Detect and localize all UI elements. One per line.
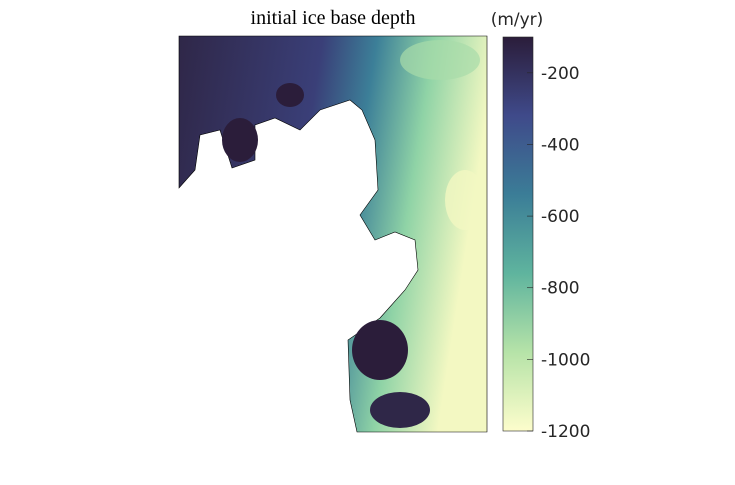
blob: [276, 83, 304, 107]
blob: [400, 40, 480, 80]
tick-label: -1000: [541, 350, 590, 370]
colorbar: [502, 36, 534, 432]
map-title: initial ice base depth: [251, 7, 416, 29]
map-field: [178, 35, 488, 433]
tick-label: -400: [541, 135, 580, 155]
colorbar-label: (m/yr): [491, 10, 544, 30]
blob: [352, 320, 408, 380]
tick-label: -600: [541, 207, 580, 227]
tick-label: -1200: [541, 422, 590, 442]
colorbar-ticks: -200 -400 -600 -800 -1000 -1200: [527, 64, 590, 442]
blob: [370, 392, 430, 428]
blob: [445, 170, 485, 230]
ice-region: [178, 35, 488, 433]
tick-label: -200: [541, 64, 580, 84]
tick-label: -800: [541, 279, 580, 299]
blob: [222, 118, 258, 162]
